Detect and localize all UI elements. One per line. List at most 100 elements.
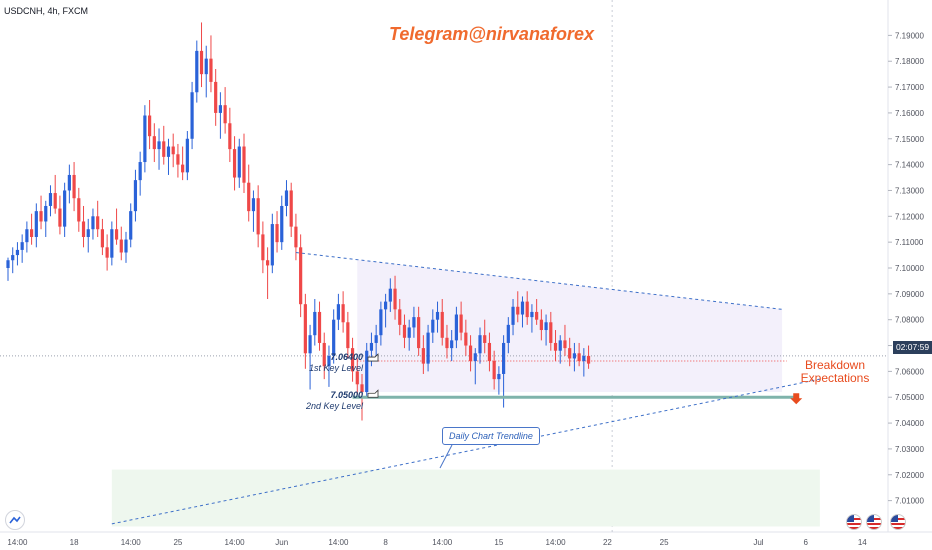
price-tick-label: 7.14000: [895, 161, 924, 170]
candle-down: [317, 311, 322, 343]
price-tick-label: 7.05000: [895, 393, 924, 402]
candle-up: [308, 335, 312, 354]
candle-up: [129, 211, 133, 240]
candle-up: [284, 190, 289, 206]
candle-up: [497, 373, 501, 380]
time-tick-label: 14:00: [328, 538, 349, 547]
candle-down: [299, 247, 303, 305]
time-tick-label: 14:00: [225, 538, 246, 547]
time-tick-label: 14:00: [432, 538, 453, 547]
candle-up: [34, 211, 38, 237]
time-tick-label: 14: [858, 538, 867, 547]
candle-up: [133, 180, 138, 212]
candle-up: [435, 311, 440, 320]
candle-up: [195, 50, 199, 93]
candle-up: [44, 205, 48, 222]
candle-down: [303, 304, 307, 354]
us-flag-icon[interactable]: [846, 514, 862, 530]
candle-down: [421, 348, 425, 364]
candle-down: [181, 164, 185, 173]
candle-up: [86, 229, 90, 237]
time-tick-label: Jun: [275, 538, 288, 547]
breakdown-line1: Breakdown: [804, 358, 866, 372]
candle-down: [30, 229, 34, 237]
candle-up: [270, 224, 274, 266]
candle-down: [105, 247, 109, 258]
price-tick-label: 7.04000: [895, 419, 924, 428]
trendline-callout-pointer: [439, 444, 453, 469]
candle-down: [568, 348, 572, 359]
candle-down: [440, 311, 444, 338]
time-tick-label: 14:00: [7, 538, 28, 547]
candle-up: [332, 319, 336, 356]
price-tick-label: 7.15000: [895, 135, 924, 144]
candle-down: [119, 239, 123, 253]
first-key-level-text: 1st Key Level: [308, 363, 363, 373]
price-tick-label: 7.19000: [895, 31, 924, 40]
candle-down: [464, 332, 468, 346]
candle-down: [346, 322, 350, 349]
price-tick-label: 7.02000: [895, 471, 924, 480]
second-key-level-value: 7.05000: [330, 390, 363, 400]
candle-down: [53, 193, 57, 209]
time-tick-label: 25: [173, 538, 182, 547]
us-flag-icon[interactable]: [890, 514, 906, 530]
consolidation-range-box: [357, 259, 783, 393]
time-tick-label: 22: [603, 538, 612, 547]
time-tick-label: 14:00: [121, 538, 142, 547]
candle-up: [237, 146, 241, 178]
candle-down: [209, 58, 213, 82]
candle-up: [572, 353, 576, 359]
candle-down: [445, 337, 449, 349]
candle-down: [360, 384, 364, 393]
candle-up: [190, 92, 194, 139]
price-tick-label: 7.08000: [895, 316, 924, 325]
candle-down: [553, 342, 558, 351]
candle-up: [91, 216, 95, 230]
candle-up: [544, 322, 548, 331]
candle-up: [143, 115, 147, 163]
time-tick-label: Jul: [753, 538, 763, 547]
candle-up: [473, 353, 477, 362]
candle-up: [313, 311, 317, 336]
time-tick-label: 8: [383, 538, 388, 547]
price-tick-label: 7.10000: [895, 264, 924, 273]
candle-down: [152, 136, 156, 150]
us-flag-icon[interactable]: [866, 514, 882, 530]
candle-down: [266, 260, 270, 266]
first-key-level-label: 7.06400 1st Key Level: [283, 352, 363, 374]
candle-down: [586, 355, 591, 364]
candle-up: [365, 350, 369, 393]
candle-up: [478, 335, 482, 354]
breakdown-line2: Expectations: [800, 371, 870, 385]
candle-down: [516, 306, 520, 315]
candle-down: [355, 371, 359, 385]
time-tick-label: 15: [494, 538, 503, 547]
candle-down: [341, 304, 345, 323]
price-tick-label: 7.12000: [895, 212, 924, 221]
candle-up: [407, 327, 411, 338]
candle-up: [218, 105, 222, 113]
candle-down: [468, 345, 473, 362]
candle-up: [369, 342, 374, 351]
current-price-tag: 02:07:59: [893, 341, 932, 354]
candle-down: [322, 342, 326, 367]
tradingview-logo-icon[interactable]: [5, 510, 25, 530]
breakdown-expectations: Breakdown Expectations: [792, 359, 878, 385]
price-tick-label: 7.01000: [895, 497, 924, 506]
candle-up: [558, 340, 562, 351]
candle-up: [251, 198, 256, 212]
candle-down: [162, 141, 166, 157]
candle-up: [67, 174, 71, 191]
candle-down: [199, 50, 204, 75]
candle-down: [256, 198, 260, 235]
candle-up: [11, 255, 15, 261]
candle-up: [450, 340, 454, 349]
candle-down: [214, 81, 218, 113]
candle-down: [114, 229, 119, 240]
time-tick-label: 18: [70, 538, 79, 547]
daily-trendline-callout: Daily Chart Trendline: [442, 427, 540, 445]
candle-up: [280, 205, 284, 243]
